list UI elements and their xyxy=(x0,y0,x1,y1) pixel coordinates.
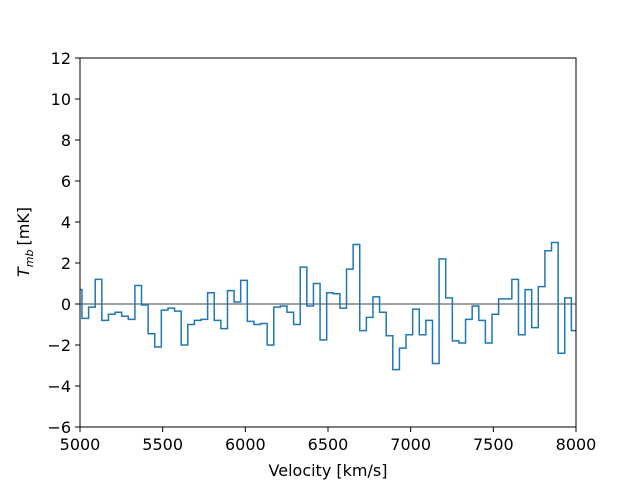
axes-frame xyxy=(79,57,577,428)
plot-area xyxy=(80,241,576,371)
x-tick-label: 7500 xyxy=(473,435,514,454)
y-tick-label: 10 xyxy=(51,90,71,109)
x-tick-label: 7000 xyxy=(390,435,431,454)
y-tick-label: −2 xyxy=(47,336,71,355)
y-axis-label: Tmb [mK] xyxy=(14,207,36,277)
y-tick-label: −4 xyxy=(47,377,71,396)
x-tick-label: 6000 xyxy=(225,435,266,454)
x-tick-label: 8000 xyxy=(556,435,597,454)
y-tick-label: 8 xyxy=(61,131,71,150)
step-line xyxy=(80,241,576,371)
y-tick-label: 6 xyxy=(61,172,71,191)
x-tick-label: 5000 xyxy=(60,435,101,454)
y-tick-label: 4 xyxy=(61,213,71,232)
x-axis-label: Velocity [km/s] xyxy=(269,461,388,480)
y-label-subscript: mb xyxy=(23,250,36,268)
y-tick-label: −6 xyxy=(47,418,71,437)
x-tick-label: 6500 xyxy=(308,435,349,454)
y-tick-label: 12 xyxy=(51,49,71,68)
y-tick-label: 0 xyxy=(61,295,71,314)
y-label-symbol: T xyxy=(14,266,33,277)
y-label-unit: [mK] xyxy=(14,207,33,246)
x-tick-label: 5500 xyxy=(142,435,183,454)
y-tick-label: 2 xyxy=(61,254,71,273)
